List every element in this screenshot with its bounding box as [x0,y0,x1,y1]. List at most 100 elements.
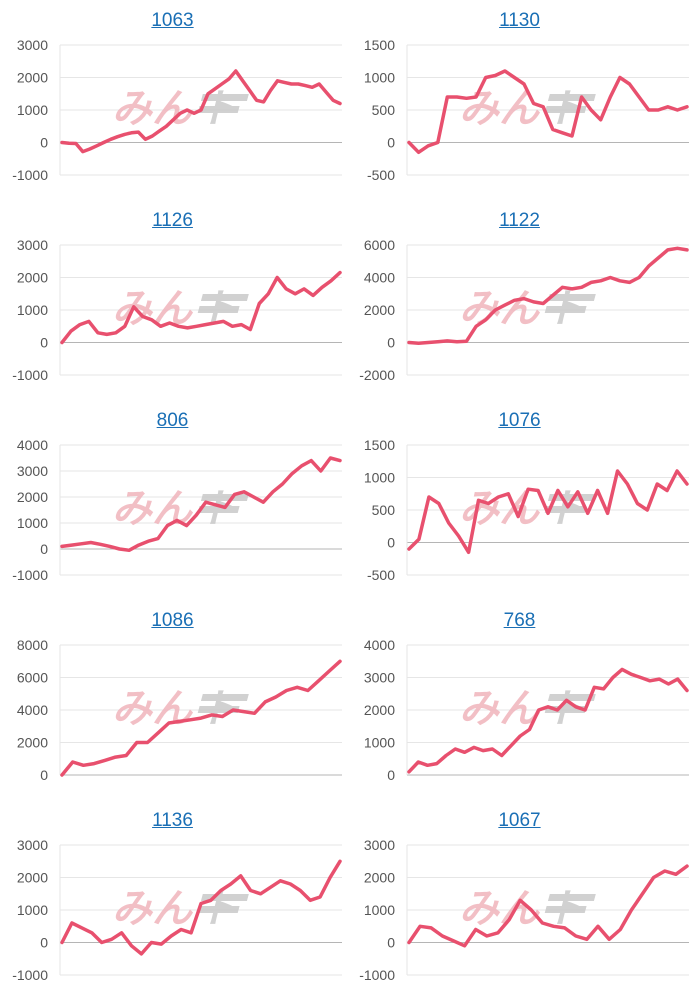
y-tick-label: 2000 [17,735,48,751]
watermark-logo: みんト [112,86,249,132]
watermark-bar [200,494,249,501]
y-tick-label: 3000 [17,37,48,53]
chart-panel: 1126 3000 2000 1000 0 -1000 みんト [0,200,345,400]
watermark-bar [200,294,249,301]
y-tick-label: 0 [387,935,395,951]
watermark-text-a: みん [112,686,194,732]
watermark-logo: みんト [112,486,249,532]
chart-svg: 3000 2000 1000 0 -1000 みんト [359,837,689,983]
y-tick-label: 1500 [364,437,395,453]
y-tick-label: 500 [372,502,396,518]
chart-panel: 1076 1500 1000 500 0 -500 みんト [347,400,692,600]
y-tick-label: 2000 [364,870,395,886]
chart-title-link[interactable]: 1136 [152,810,193,831]
watermark-bar [547,694,596,701]
y-tick-label: -500 [367,567,395,583]
y-tick-label: 1000 [17,102,48,118]
chart-title-link[interactable]: 768 [503,610,536,631]
y-tick-label: 3000 [17,237,48,253]
watermark-bar [547,294,596,301]
y-tick-label: 1000 [364,70,395,86]
series-line [60,659,342,777]
chart-panel: 1086 8000 6000 4000 2000 0 みんト [0,600,345,800]
y-tick-label: 1000 [17,302,48,318]
chart-svg: 3000 2000 1000 0 -1000 みんト [12,237,342,383]
chart-title-link[interactable]: 1067 [498,810,541,831]
chart-title-link[interactable]: 1130 [499,10,540,31]
watermark-logo: みんト [112,686,249,732]
y-tick-label: 2000 [364,302,395,318]
watermark-bar [197,306,240,313]
series-line [407,864,689,948]
y-tick-label: 2000 [364,702,395,718]
chart-svg: 150010005000-500みんト [364,437,689,583]
chart-svg: 4000 3000 2000 1000 0 みんト [364,637,689,783]
chart-panel: 1067 3000 2000 1000 0 -1000 みんト [347,800,692,1000]
chart-title-link[interactable]: 1076 [498,410,541,431]
watermark-logo: みんト [459,686,596,732]
watermark-bar [200,694,249,701]
chart-panel: 806 4000 3000 2000 1000 0 -1000 みんト [0,400,345,600]
y-tick-label: 2000 [17,270,48,286]
watermark-text-a: みん [459,886,541,932]
watermark-text-a: みん [112,86,194,132]
y-tick-label: 3000 [364,837,395,853]
chart-title-link[interactable]: 1063 [151,10,194,31]
y-tick-label: -500 [367,167,395,183]
series-line [60,69,342,154]
y-tick-label: -1000 [12,967,48,983]
chart-svg: 3000 2000 1000 0 -1000 みんト [12,837,342,983]
watermark-bar [547,94,596,101]
chart-svg: 4000 3000 2000 1000 0 -1000 みんト [12,437,342,583]
y-tick-label: -2000 [359,367,395,383]
chart-title-link[interactable]: 1122 [499,210,540,231]
series-line [60,270,342,345]
y-tick-label: 0 [387,135,395,151]
y-tick-label: 0 [387,535,395,551]
watermark-logo: みんト [459,86,596,132]
chart-title-link[interactable]: 806 [156,410,189,431]
y-tick-label: -1000 [12,167,48,183]
watermark-text-a: みん [112,886,194,932]
y-tick-label: 6000 [364,237,395,253]
y-tick-label: 0 [40,541,48,557]
watermark-bar [197,506,240,513]
chart-panel: 1063 3000 2000 1000 0 -1000 みんト [0,0,345,200]
watermark-logo: みんト [112,886,249,932]
watermark-bar [200,94,249,101]
y-tick-label: 2000 [17,489,48,505]
y-tick-label: 1000 [364,470,395,486]
chart-panel: 1122 6000 4000 2000 0 -2000 みんト [347,200,692,400]
watermark-text-a: みん [459,486,541,532]
chart-panel: 768 4000 3000 2000 1000 0 みんト [347,600,692,800]
y-tick-label: 1000 [17,515,48,531]
y-tick-label: 0 [40,135,48,151]
y-tick-label: 1000 [364,902,395,918]
y-tick-label: 1000 [17,902,48,918]
watermark-bar [547,894,596,901]
y-tick-label: -1000 [12,367,48,383]
y-tick-label: 3000 [364,670,395,686]
y-tick-label: 1500 [364,37,395,53]
chart-panel: 1130 1500 1000 500 0 -500 みんト [347,0,692,200]
chart-svg: 150010005000-500みんト [364,37,689,183]
y-tick-label: 8000 [17,637,48,653]
y-tick-label: 4000 [17,437,48,453]
series-line [60,859,342,956]
y-tick-label: 4000 [364,637,395,653]
y-tick-label: 4000 [364,270,395,286]
series-line [407,69,689,155]
chart-title-link[interactable]: 1086 [151,610,194,631]
y-tick-label: 2000 [17,870,48,886]
y-tick-label: 0 [40,767,48,783]
watermark-text-a: みん [112,486,194,532]
watermark-bar [197,106,240,113]
y-tick-label: 6000 [17,670,48,686]
chart-title-link[interactable]: 1126 [152,210,193,231]
watermark-bar [544,906,587,913]
chart-panel: 1136 3000 2000 1000 0 -1000 みんト [0,800,345,1000]
y-tick-label: 1000 [364,735,395,751]
chart-svg: 6000400020000-2000みんト [359,237,689,383]
y-tick-label: 0 [387,767,395,783]
